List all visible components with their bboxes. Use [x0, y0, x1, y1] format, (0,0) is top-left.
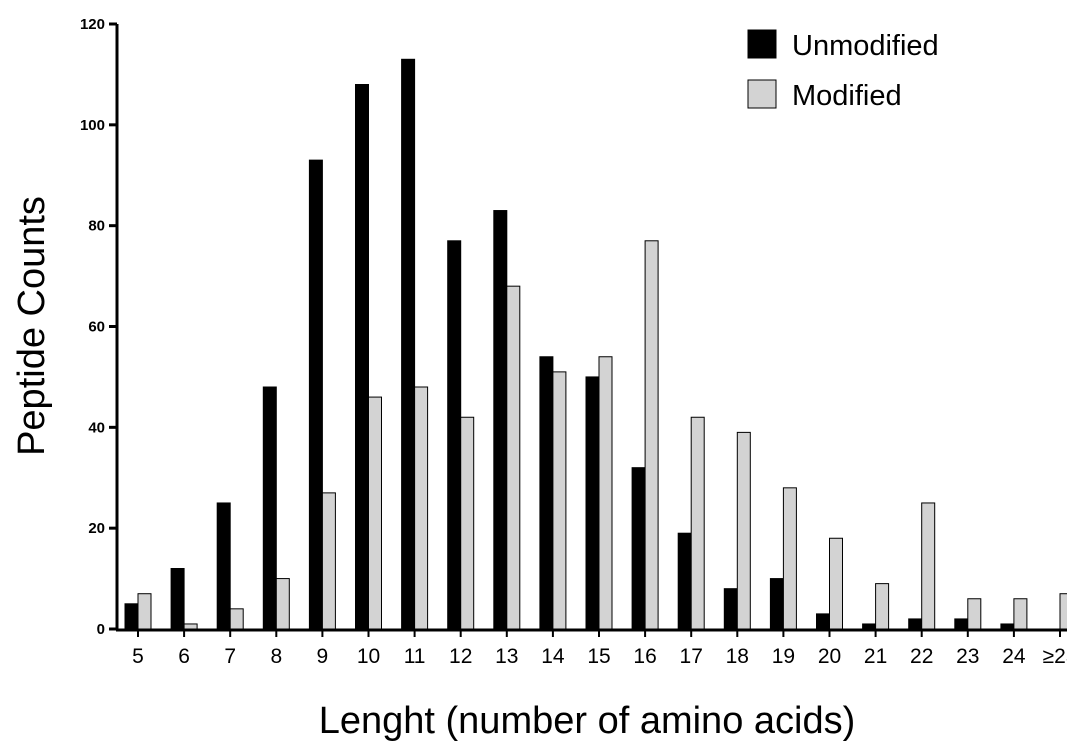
- bar-unmodified-11: [401, 58, 416, 630]
- bar-unmodified-13: [493, 210, 508, 630]
- bar-unmodified-21: [862, 623, 877, 630]
- bar-modified-13: [506, 285, 521, 630]
- x-tick-label-15: 15: [587, 645, 610, 668]
- bar-modified-5: [137, 593, 152, 630]
- bar-modified-9: [321, 492, 336, 630]
- bar-unmodified-24: [1000, 623, 1015, 630]
- bar-modified-≥25: [1059, 593, 1067, 630]
- bar-unmodified-5: [124, 603, 139, 630]
- bar-unmodified-15: [585, 376, 600, 630]
- bar-modified-23: [967, 598, 982, 630]
- x-tick-label-≥25: ≥25: [1043, 645, 1067, 668]
- x-tick-label-18: 18: [726, 645, 749, 668]
- x-tick-label-14: 14: [541, 645, 565, 668]
- x-tick-label-17: 17: [680, 645, 703, 668]
- x-tick-label-9: 9: [317, 645, 329, 668]
- bar-modified-15: [598, 356, 613, 630]
- bar-modified-6: [183, 623, 198, 630]
- y-tick-label: 120: [80, 16, 105, 33]
- legend-label-unmodified: Unmodified: [792, 30, 939, 62]
- bar-modified-16: [644, 240, 659, 630]
- bar-modified-10: [368, 396, 382, 630]
- x-tick-label-11: 11: [404, 645, 426, 668]
- x-axis-title: Lenght (number of amino acids): [319, 700, 856, 742]
- y-tick-label: 40: [88, 419, 105, 436]
- y-tick-label: 100: [80, 117, 105, 134]
- bar-unmodified-9: [308, 159, 323, 630]
- bar-modified-22: [921, 502, 936, 630]
- bar-unmodified-16: [631, 467, 646, 630]
- y-tick-label: 0: [97, 621, 105, 638]
- y-tick-label: 80: [88, 218, 105, 235]
- bar-unmodified-7: [216, 502, 231, 630]
- x-tick-label-13: 13: [495, 645, 518, 668]
- legend-label-modified: Modified: [792, 80, 902, 112]
- bar-modified-17: [690, 416, 705, 630]
- bar-unmodified-17: [677, 532, 692, 630]
- legend: Unmodified Modified: [747, 29, 939, 112]
- x-tick-label-20: 20: [818, 645, 841, 668]
- x-tick-label-22: 22: [910, 645, 933, 668]
- bar-unmodified-12: [447, 240, 462, 630]
- bar-modified-21: [875, 583, 890, 630]
- bar-modified-8: [275, 578, 290, 630]
- y-axis-title: Peptide Counts: [11, 196, 53, 456]
- x-tick-label-16: 16: [633, 645, 656, 668]
- x-tick-label-21: 21: [864, 645, 887, 668]
- x-tick-label-8: 8: [270, 645, 282, 668]
- x-tick-label-23: 23: [956, 645, 979, 668]
- x-axis: 5 6 7 8 9 10 11 12 13 14 15 16 17 18 19 20 21 22 23 24 ≥25: [116, 628, 1067, 668]
- legend-swatch-modified: [747, 79, 777, 109]
- bar-unmodified-6: [170, 568, 185, 630]
- y-axis: 0 20 40 60 80 100 120: [80, 16, 119, 638]
- bar-modified-19: [782, 487, 797, 630]
- bar-modified-24: [1013, 598, 1028, 630]
- bar-unmodified-23: [954, 618, 969, 630]
- x-tick-label-24: 24: [1002, 645, 1026, 668]
- bar-unmodified-19: [769, 578, 784, 630]
- bar-unmodified-8: [262, 386, 277, 630]
- bar-unmodified-18: [723, 588, 738, 630]
- bar-unmodified-20: [816, 613, 830, 630]
- bar-modified-7: [229, 608, 244, 630]
- legend-swatch-unmodified: [747, 29, 777, 59]
- bar-modified-18: [736, 431, 751, 630]
- bar-modified-12: [460, 416, 475, 630]
- bar-unmodified-10: [355, 84, 369, 630]
- y-tick-label: 20: [88, 520, 105, 537]
- y-tick-label: 60: [88, 319, 105, 336]
- bar-modified-11: [414, 386, 429, 630]
- bar-unmodified-22: [908, 618, 923, 630]
- bars-group: [124, 58, 1067, 630]
- x-tick-label-7: 7: [224, 645, 236, 668]
- bar-modified-20: [829, 537, 843, 630]
- x-tick-label-6: 6: [178, 645, 190, 668]
- x-tick-label-19: 19: [772, 645, 795, 668]
- x-tick-label-12: 12: [449, 645, 472, 668]
- bar-unmodified-14: [539, 356, 554, 630]
- bar-modified-14: [552, 371, 567, 630]
- x-tick-label-10: 10: [357, 645, 380, 668]
- x-tick-label-5: 5: [132, 645, 144, 668]
